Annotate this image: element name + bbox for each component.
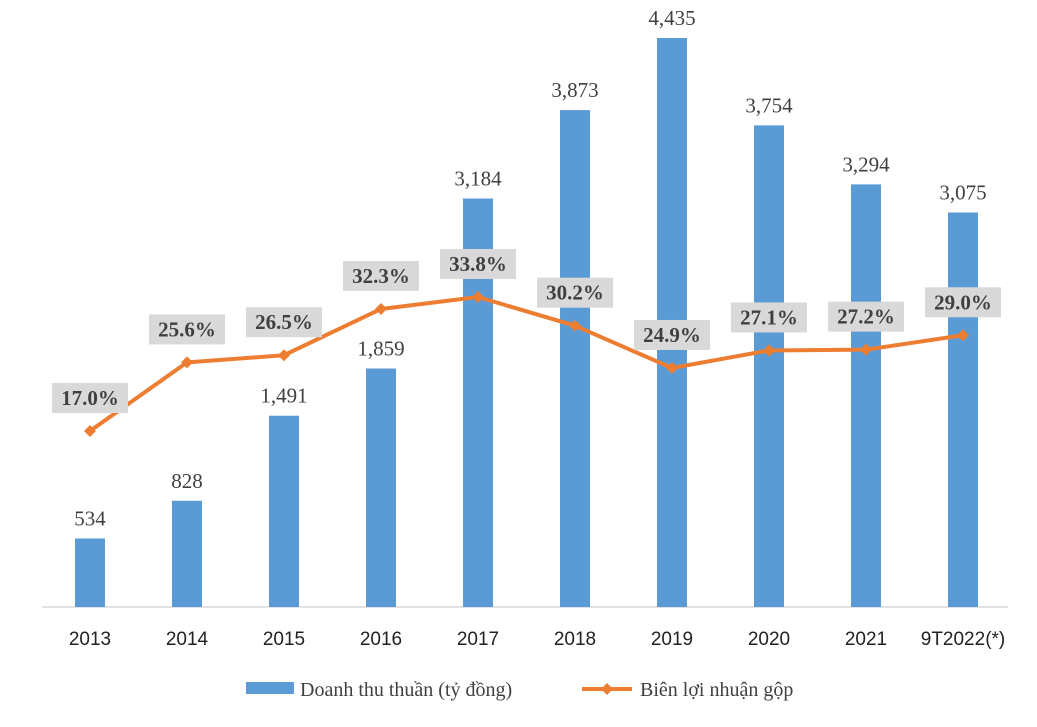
x-tick-label: 2014 xyxy=(166,629,209,650)
x-tick-label: 2019 xyxy=(651,629,693,650)
x-tick-label: 2016 xyxy=(360,629,402,650)
margin-label-box xyxy=(925,287,1001,318)
x-tick-label: 2017 xyxy=(457,629,499,650)
x-tick-label: 2021 xyxy=(845,629,887,650)
revenue-bars xyxy=(75,38,978,607)
revenue-bar xyxy=(754,125,784,607)
margin-label-box xyxy=(246,307,322,338)
revenue-bar-value-label: 1,859 xyxy=(357,336,404,360)
margin-point xyxy=(278,349,290,362)
revenue-bar xyxy=(560,110,590,607)
revenue-bar xyxy=(269,415,299,607)
margin-point xyxy=(84,425,96,437)
margin-point xyxy=(569,319,581,332)
revenue-bar-value-label: 3,754 xyxy=(745,93,793,117)
margin-point xyxy=(666,361,678,374)
margin-line-labels: 17.0% 25.6% 26.5% 32.3% 33.8% 30.2% 24.9% 27.1%… xyxy=(52,249,1001,413)
margin-value-label: 30.2% xyxy=(546,281,604,305)
margin-label-box xyxy=(828,301,904,332)
margin-point xyxy=(957,329,969,342)
margin-point xyxy=(472,291,484,303)
x-axis-tick-labels: 2013 2014 2015 2016 2017 2018 2019 2020 2021 9T20… xyxy=(69,629,1005,650)
revenue-bar-value-label: 3,184 xyxy=(454,167,502,191)
margin-point xyxy=(375,302,387,315)
legend-bar-label: Doanh thu thuần (tỷ đồng) xyxy=(300,679,512,701)
revenue-bar-value-label: 3,294 xyxy=(842,152,890,176)
revenue-bar-value-label: 828 xyxy=(171,469,203,493)
margin-value-label: 24.9% xyxy=(643,323,701,347)
margin-value-label: 27.1% xyxy=(740,305,798,329)
margin-label-box xyxy=(440,249,516,279)
margin-value-label: 17.0% xyxy=(61,386,119,410)
margin-value-label: 25.6% xyxy=(158,317,216,341)
revenue-bar-value-label: 3,075 xyxy=(939,180,986,204)
revenue-bar xyxy=(948,212,978,607)
revenue-bar xyxy=(75,538,105,607)
margin-point xyxy=(181,356,193,369)
margin-label-box xyxy=(343,260,419,291)
margin-label-box xyxy=(731,302,807,333)
margin-value-label: 29.0% xyxy=(934,290,992,314)
legend: Doanh thu thuần (tỷ đồng) Biên lợi nhuận… xyxy=(246,679,793,701)
margin-line-series xyxy=(84,291,969,437)
revenue-bar xyxy=(172,500,202,607)
margin-line xyxy=(88,295,964,433)
margin-label-box xyxy=(149,314,225,345)
margin-value-label: 26.5% xyxy=(255,310,313,334)
revenue-bar xyxy=(366,368,396,607)
x-tick-label: 2015 xyxy=(263,629,305,650)
revenue-bar-value-label: 4,435 xyxy=(648,6,695,30)
legend-line-marker xyxy=(601,683,613,695)
x-tick-label: 2013 xyxy=(69,629,111,650)
x-tick-label: 2018 xyxy=(554,629,596,650)
margin-label-box xyxy=(634,319,710,350)
legend-line-label: Biên lợi nhuận gộp xyxy=(640,679,793,701)
margin-value-label: 32.3% xyxy=(352,264,410,288)
margin-label-box xyxy=(537,277,613,308)
revenue-bar xyxy=(851,184,881,607)
revenue-bar-value-label: 534 xyxy=(74,506,106,530)
margin-label-box xyxy=(52,383,128,413)
x-tick-label: 9T2022(*) xyxy=(921,629,1006,650)
legend-bar-swatch xyxy=(246,682,294,694)
margin-value-label: 33.8% xyxy=(449,252,507,276)
revenue-bar-value-label: 1,491 xyxy=(260,384,307,408)
x-tick-label: 2020 xyxy=(748,629,790,650)
margin-point xyxy=(860,343,872,356)
margin-point xyxy=(763,344,775,357)
revenue-bar-labels: 534 828 1,491 1,859 3,184 3,873 4,435 3,754 3,29… xyxy=(74,6,986,530)
margin-value-label: 27.2% xyxy=(837,305,895,329)
revenue-bar-value-label: 3,873 xyxy=(551,78,598,102)
